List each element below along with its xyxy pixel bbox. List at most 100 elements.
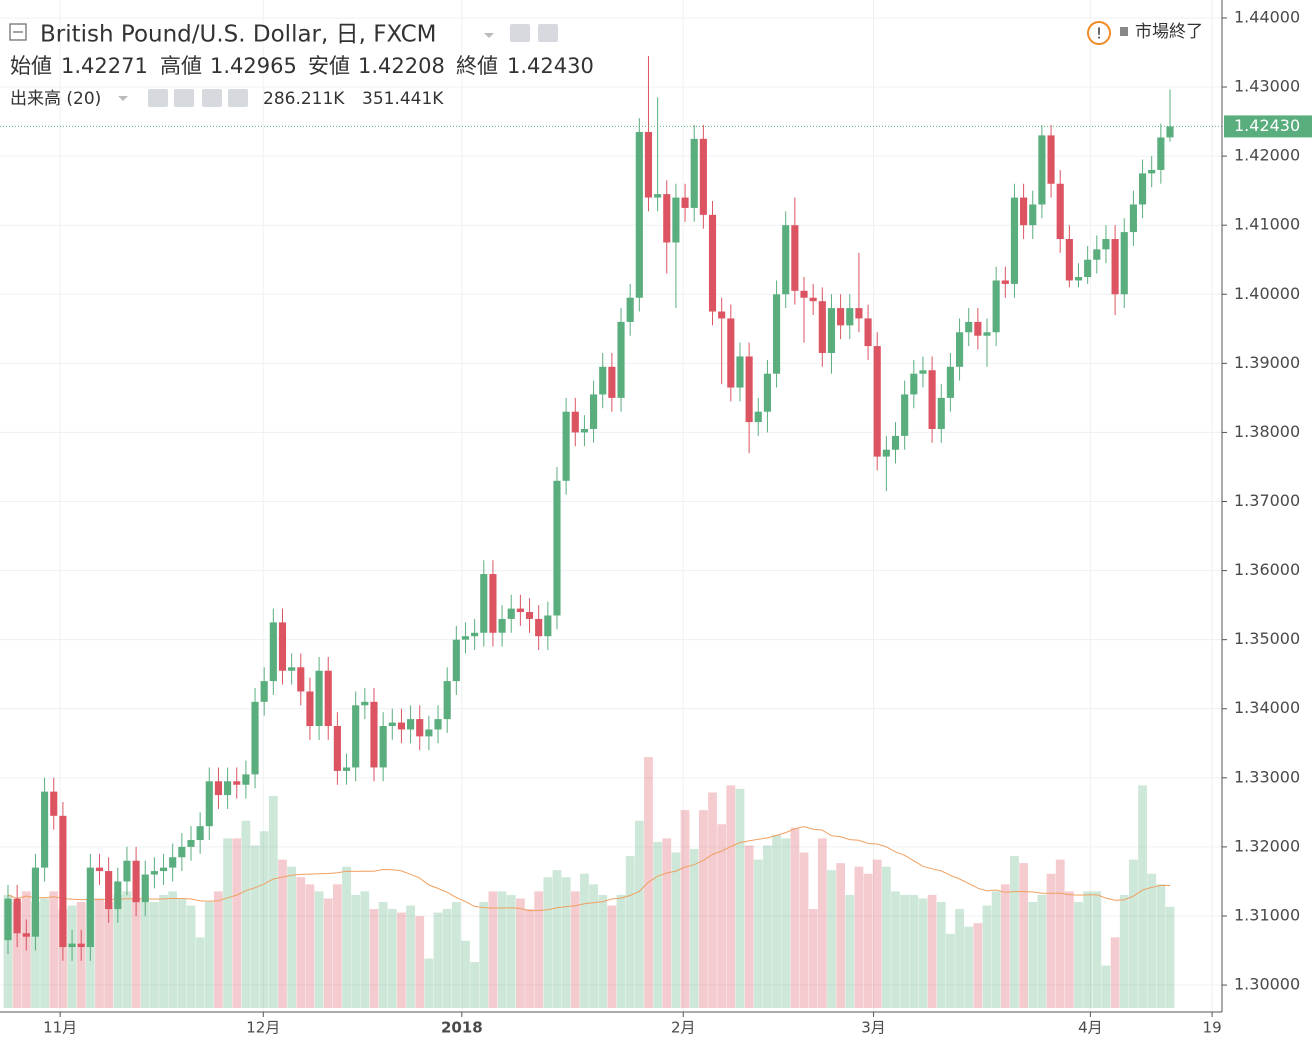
- volume-bar: [827, 870, 836, 1008]
- candle-body: [1093, 249, 1101, 260]
- candle-body: [827, 308, 836, 353]
- volume-bar: [1074, 901, 1083, 1008]
- candle-body: [86, 867, 94, 948]
- volume-bar: [360, 891, 370, 1008]
- volume-bar: [305, 884, 315, 1008]
- volume-bar: [415, 916, 425, 1008]
- candle-body: [480, 574, 488, 633]
- volume-bar: [424, 958, 434, 1008]
- volume-pane: [3, 757, 1175, 1008]
- settings-icon[interactable]: [174, 89, 194, 107]
- candle-body: [937, 397, 945, 429]
- candle-body: [855, 308, 863, 319]
- y-tick-label: 1.38000: [1234, 422, 1300, 441]
- candle-body: [736, 356, 744, 388]
- volume-bar: [1019, 863, 1028, 1008]
- dropdown-icon[interactable]: [484, 33, 494, 38]
- volume-label: 出来高 (20): [10, 89, 101, 109]
- y-tick-label: 1.30000: [1234, 975, 1300, 994]
- candle-body: [553, 480, 561, 616]
- candle-body: [772, 294, 781, 374]
- header: British Pound/U.S. Dollar, 日, FXCM 始値 1.…: [9, 21, 1203, 109]
- volume-bar: [872, 859, 882, 1008]
- y-tick-label: 1.37000: [1234, 491, 1300, 510]
- volume-bar: [1010, 856, 1019, 1008]
- volume-bar: [323, 898, 333, 1008]
- add-icon[interactable]: [202, 89, 222, 107]
- candle-body: [187, 839, 195, 847]
- candle-body: [974, 321, 982, 336]
- last-price-tag: [1224, 115, 1312, 138]
- candle-body: [1010, 197, 1019, 284]
- volume-bar: [1046, 873, 1056, 1008]
- candle-body: [690, 138, 698, 208]
- candle-body: [891, 435, 900, 450]
- close-icon[interactable]: [228, 89, 248, 107]
- volume-bar: [625, 856, 635, 1008]
- candle-body: [370, 701, 378, 768]
- candle-body: [434, 719, 442, 730]
- volume-bar: [589, 884, 598, 1008]
- volume-bar: [881, 866, 891, 1008]
- candle-body: [745, 356, 753, 423]
- volume-bar: [607, 905, 617, 1008]
- volume-bar: [278, 859, 287, 1008]
- candle-body: [525, 612, 534, 619]
- eye-icon[interactable]: [148, 89, 168, 107]
- volume-bar: [561, 877, 571, 1008]
- candle-body: [1166, 126, 1174, 138]
- candle-body: [452, 639, 460, 682]
- volume-bar: [296, 877, 306, 1008]
- candle-body: [873, 346, 881, 457]
- volume-bar: [955, 909, 964, 1008]
- volume-bar: [104, 901, 114, 1008]
- candle-body: [288, 667, 296, 671]
- eye-icon[interactable]: [510, 24, 530, 42]
- candle-body: [324, 670, 332, 727]
- volume-bar: [1092, 891, 1102, 1008]
- candle-body: [233, 781, 241, 785]
- candle-body: [626, 297, 634, 322]
- status-icon: [1120, 27, 1128, 36]
- collapse-icon[interactable]: [9, 23, 27, 41]
- volume-bar: [863, 873, 873, 1008]
- volume-bar: [241, 820, 251, 1008]
- volume-bar: [131, 898, 141, 1008]
- volume-bar: [470, 962, 480, 1008]
- volume-bar: [982, 905, 992, 1008]
- candle-body: [681, 197, 689, 208]
- volume-bar: [1028, 901, 1038, 1008]
- candle-body: [1120, 232, 1128, 295]
- volume-bar: [232, 838, 242, 1008]
- volume-bar: [1083, 891, 1093, 1008]
- settings-icon[interactable]: [538, 24, 558, 42]
- candle-body: [342, 767, 351, 771]
- dropdown-icon[interactable]: [118, 96, 128, 101]
- y-tick-label: 1.36000: [1234, 560, 1300, 579]
- candle-body: [919, 370, 927, 374]
- candle-body: [1056, 183, 1064, 240]
- candle-body: [278, 622, 287, 671]
- candle-body: [1138, 173, 1147, 205]
- volume-bar: [268, 795, 278, 1008]
- candle-body: [498, 618, 506, 633]
- y-tick-label: 1.39000: [1234, 353, 1300, 372]
- x-tick-label: 12月: [246, 1019, 280, 1037]
- candle-body: [242, 774, 250, 785]
- volume-bar: [488, 891, 498, 1008]
- candle-body: [22, 933, 30, 937]
- volume-bar: [1138, 785, 1147, 1008]
- volume-bar: [49, 891, 59, 1008]
- warning-mark: !: [1096, 25, 1102, 43]
- candle-body: [1129, 204, 1137, 233]
- candle-body: [992, 280, 1000, 333]
- volume-bar: [1101, 965, 1111, 1008]
- warning-icon[interactable]: [1087, 21, 1111, 45]
- close-label: 終値: [456, 54, 498, 78]
- candle-body: [901, 394, 909, 436]
- candle-body: [809, 297, 817, 302]
- candle-body: [1102, 239, 1110, 250]
- volume-bar: [772, 834, 781, 1008]
- volume-bar: [479, 901, 489, 1008]
- volume-bar: [12, 901, 22, 1008]
